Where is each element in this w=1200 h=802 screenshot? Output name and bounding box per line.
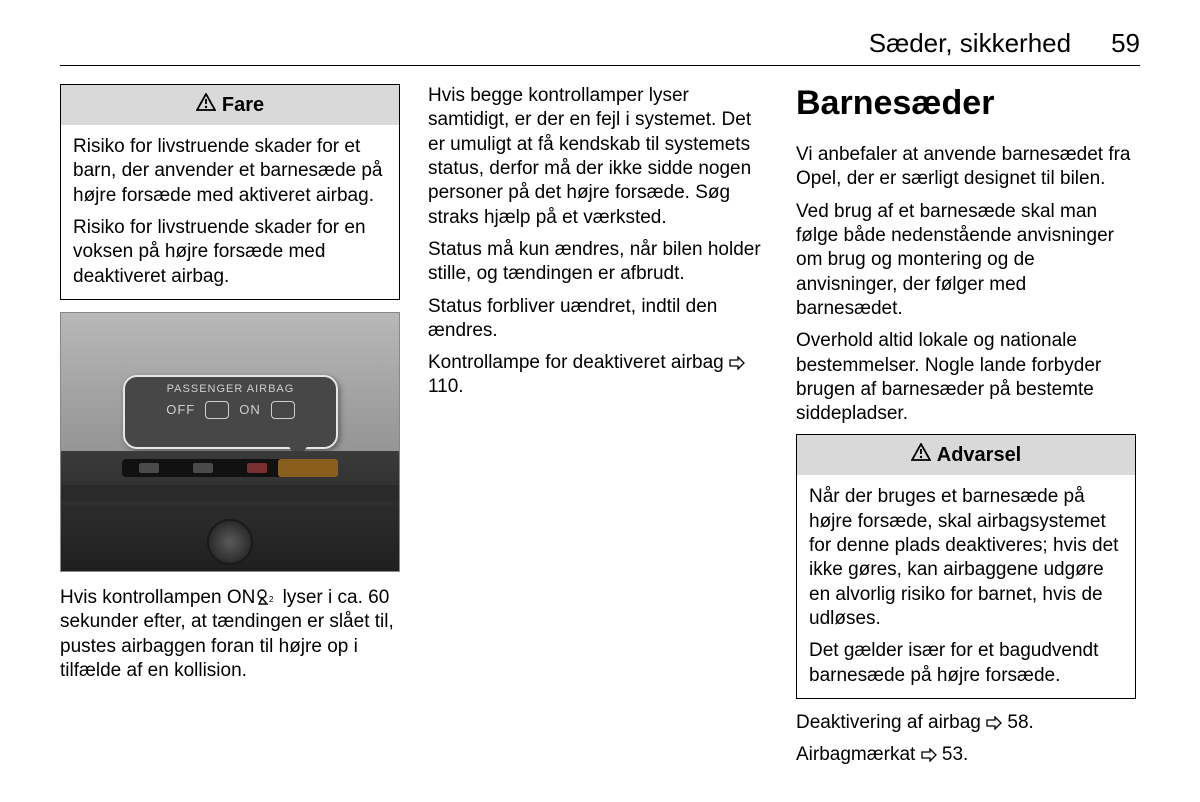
airbag-off-icon xyxy=(205,401,229,419)
column-3: Barnesæder Vi anbefaler at anvende barne… xyxy=(796,84,1136,776)
airbag-indicator-icon xyxy=(278,459,338,477)
warning-p1: Når der bruges et barnesæde på højre for… xyxy=(809,485,1123,631)
airbag-on-icon xyxy=(271,401,295,419)
text-fragment: Airbagmærkat xyxy=(796,744,921,765)
text-fragment: 58. xyxy=(1002,712,1034,733)
callout-title: PASSENGER AIRBAG xyxy=(125,383,336,395)
warning-p2: Det gælder især for et bagudvendt barnes… xyxy=(809,639,1123,688)
warning-triangle-icon xyxy=(911,443,931,467)
danger-p2: Risiko for livstruende skader for en vok… xyxy=(73,216,387,289)
warning-triangle-icon xyxy=(196,93,216,117)
page-header: Sæder, sikkerhed 59 xyxy=(60,28,1140,66)
danger-box-title: Fare xyxy=(222,94,264,117)
text-fragment: Hvis kontrollampen ON xyxy=(60,587,255,608)
reference-arrow-icon xyxy=(986,716,1002,730)
text-fragment: 53. xyxy=(937,744,969,765)
header-page-number: 59 xyxy=(1111,28,1140,59)
callout-on-label: ON xyxy=(239,402,261,417)
warning-box-title: Advarsel xyxy=(937,444,1022,467)
text-fragment: 110. xyxy=(428,376,464,397)
danger-box: Fare Risiko for livstruende skader for e… xyxy=(60,84,400,300)
col2-p2: Status må kun ændres, når bilen holder s… xyxy=(428,238,768,287)
warning-box: Advarsel Når der bruges et barnesæde på … xyxy=(796,434,1136,699)
dash-knob-icon xyxy=(207,519,253,565)
danger-p1: Risiko for livstruende skader for et bar… xyxy=(73,135,387,208)
reference-arrow-icon xyxy=(729,356,745,370)
col3-p2: Ved brug af et barnesæde skal man følge … xyxy=(796,200,1136,322)
hazard-button-icon xyxy=(247,463,267,473)
reference-arrow-icon xyxy=(921,748,937,762)
dash-panel xyxy=(61,451,399,571)
col3-ref1: Deaktivering af airbag 58. xyxy=(796,711,1136,735)
col3-ref2: Airbagmærkat 53. xyxy=(796,743,1136,767)
danger-box-body: Risiko for livstruende skader for et bar… xyxy=(61,125,399,299)
warning-box-header: Advarsel xyxy=(797,435,1135,475)
section-heading: Barnesæder xyxy=(796,84,1136,123)
text-fragment: Kontrollampe for deaktiveret airbag xyxy=(428,352,729,373)
airbag-display-callout: PASSENGER AIRBAG OFF ON xyxy=(123,375,338,449)
content-columns: Fare Risiko for livstruende skader for e… xyxy=(60,84,1140,776)
col1-after-image-text: Hvis kontrollampen ON2 lyser i ca. 60 se… xyxy=(60,586,400,683)
header-section-title: Sæder, sikkerhed xyxy=(869,28,1071,59)
col2-p1: Hvis begge kontrollamper lyser samtidigt… xyxy=(428,84,768,230)
column-1: Fare Risiko for livstruende skader for e… xyxy=(60,84,400,776)
callout-row: OFF ON xyxy=(125,401,336,419)
danger-box-header: Fare xyxy=(61,85,399,125)
dash-button xyxy=(193,463,213,473)
text-fragment: Deaktivering af airbag xyxy=(796,712,986,733)
col3-p3: Overhold altid lokale og nationale beste… xyxy=(796,329,1136,426)
svg-text:2: 2 xyxy=(269,595,274,604)
col2-p4: Kontrollampe for deaktiveret airbag 110. xyxy=(428,351,768,400)
manual-page: Sæder, sikkerhed 59 Fare Risiko for livs… xyxy=(0,0,1200,802)
dash-button xyxy=(139,463,159,473)
column-2: Hvis begge kontrollamper lyser samtidigt… xyxy=(428,84,768,776)
airbag-on-inline-icon: 2 xyxy=(255,589,277,605)
callout-off-label: OFF xyxy=(166,402,195,417)
col3-p1: Vi anbefaler at anvende barnesædet fra O… xyxy=(796,143,1136,192)
dash-stripe xyxy=(61,485,399,501)
dashboard-illustration: PASSENGER AIRBAG OFF ON xyxy=(60,312,400,572)
warning-box-body: Når der bruges et barnesæde på højre for… xyxy=(797,475,1135,698)
col2-p3: Status forbliver uændret, indtil den ænd… xyxy=(428,295,768,344)
